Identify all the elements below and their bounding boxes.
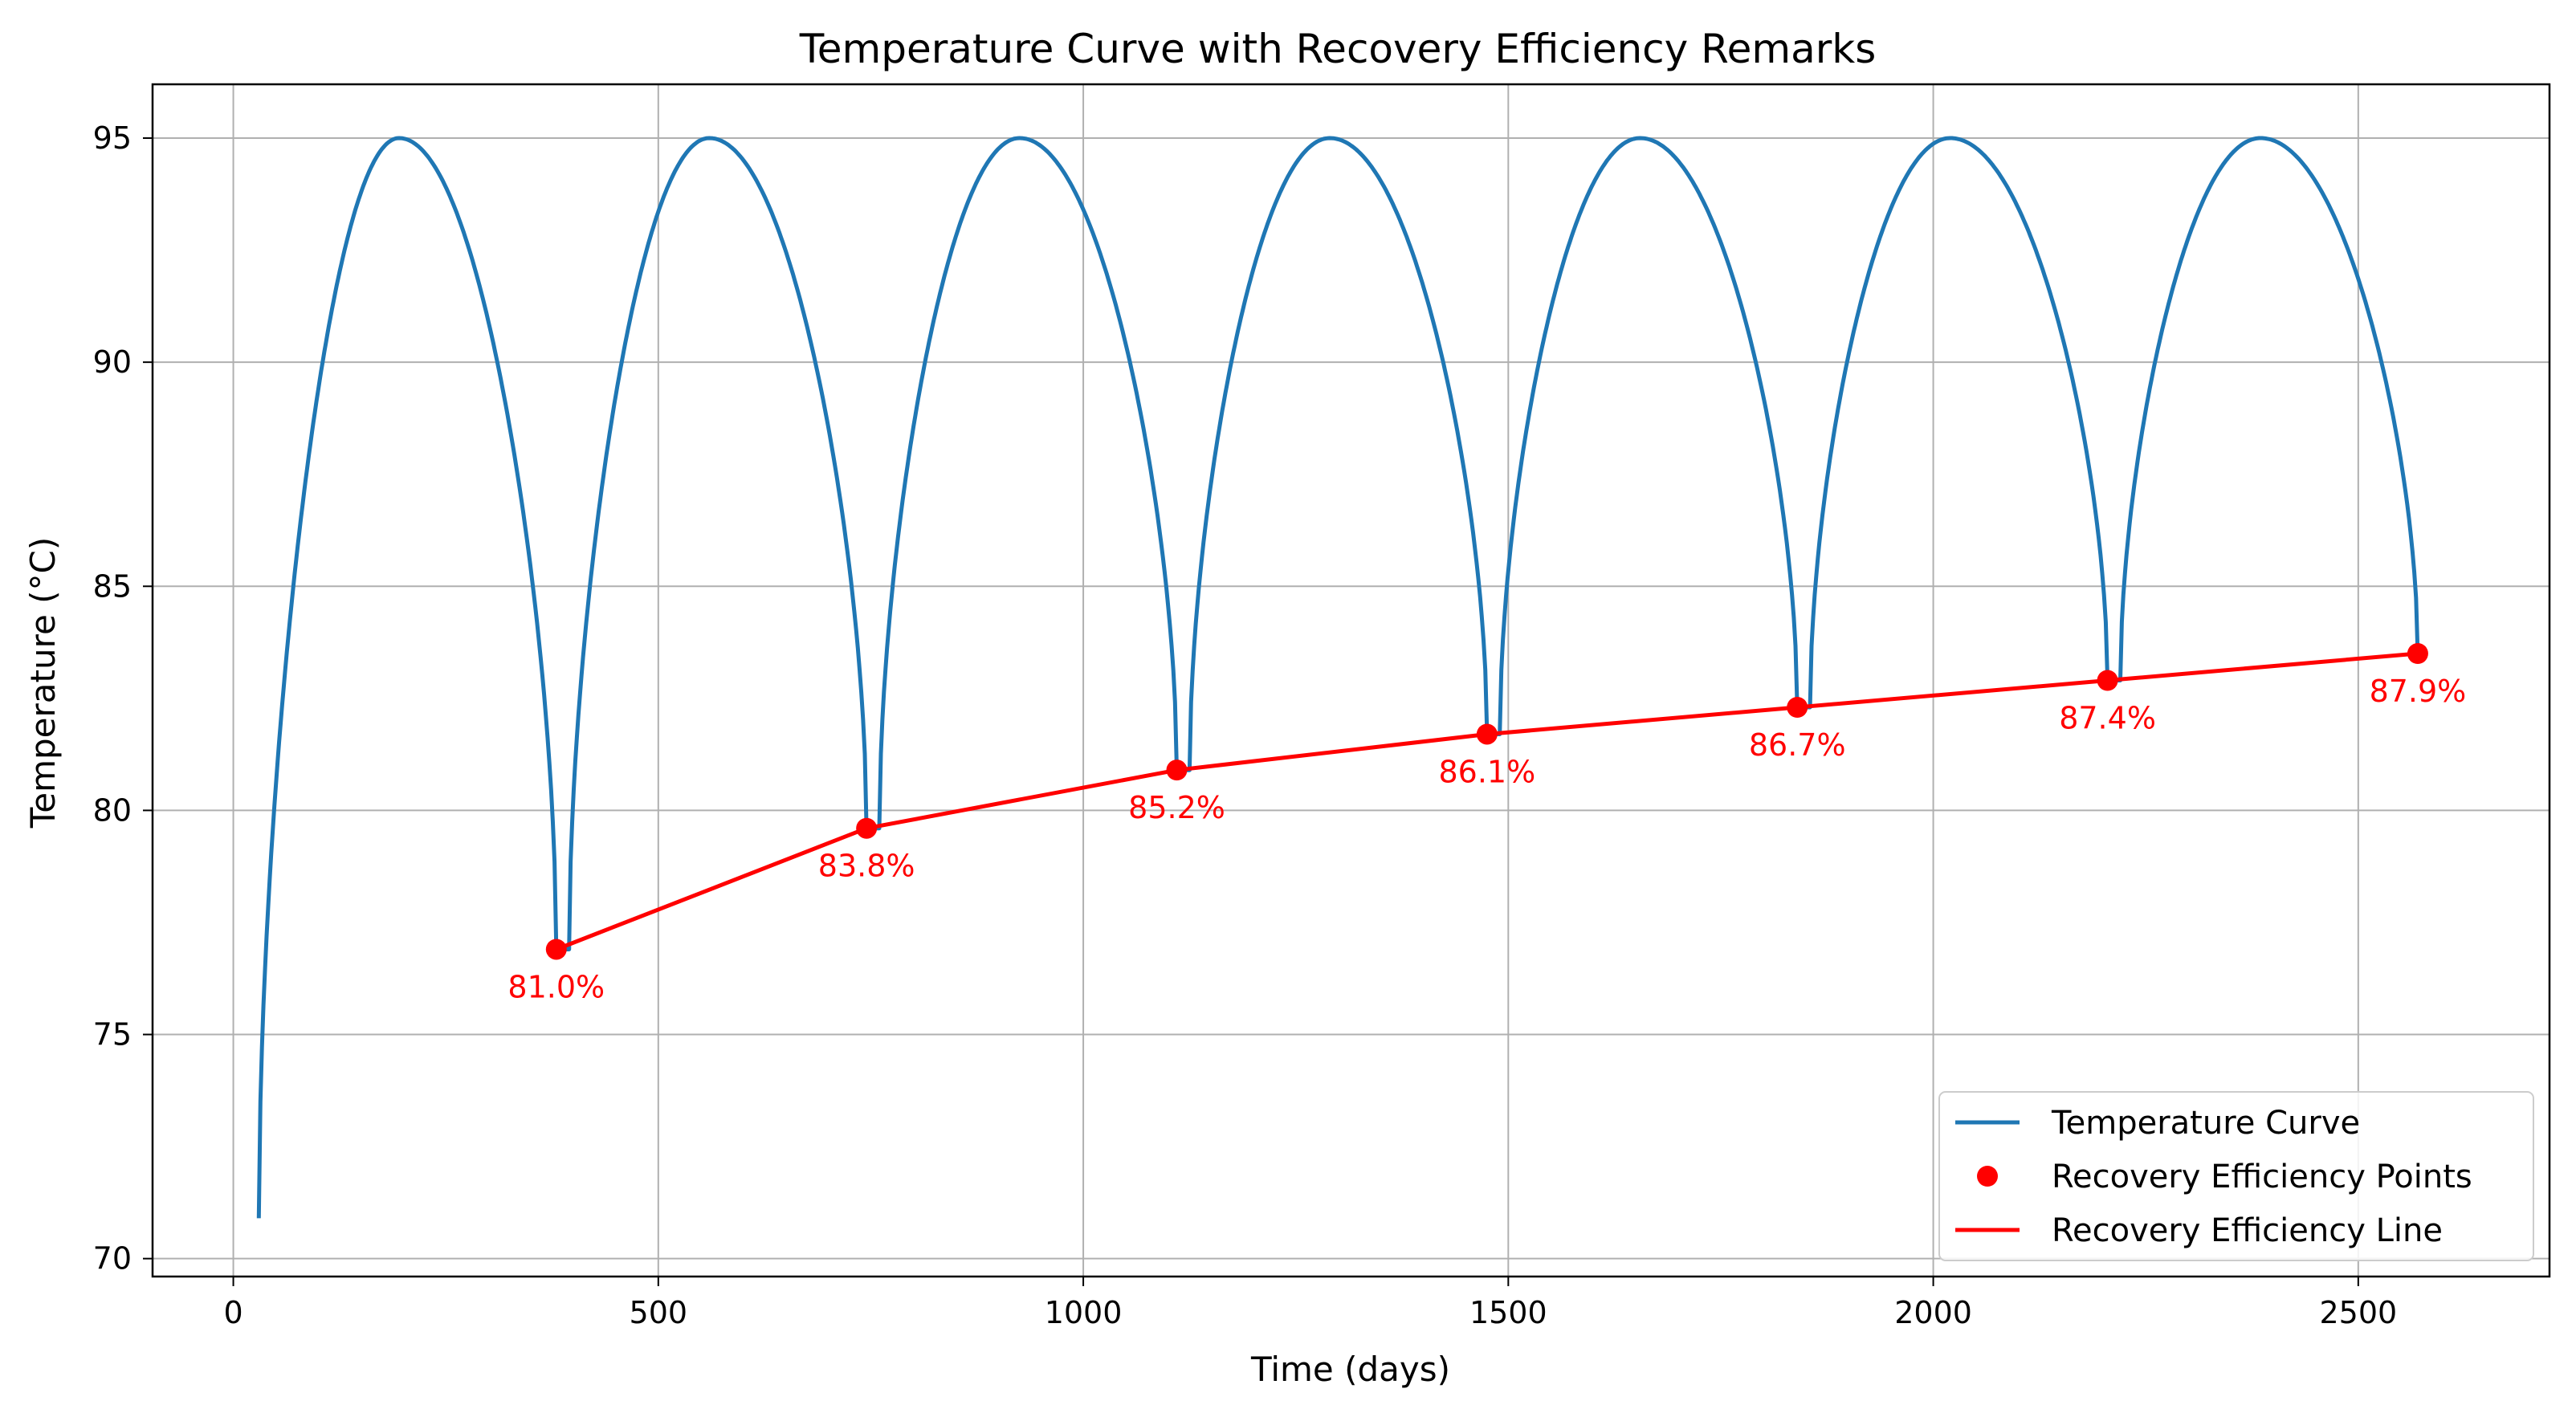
x-tick-label: 0 bbox=[223, 1295, 243, 1330]
x-tick-label: 2500 bbox=[2319, 1295, 2397, 1330]
x-axis-label: Time (days) bbox=[1250, 1350, 1450, 1389]
recovery-efficiency-point bbox=[545, 939, 567, 960]
recovery-efficiency-point bbox=[856, 817, 878, 839]
legend-temperature-label: Temperature Curve bbox=[2051, 1105, 2360, 1142]
recovery-efficiency-point bbox=[2097, 670, 2118, 691]
recovery-efficiency-point bbox=[2407, 643, 2428, 665]
recovery-efficiency-point bbox=[1476, 723, 1498, 745]
recovery-efficiency-label: 86.7% bbox=[1749, 727, 1846, 763]
recovery-efficiency-label: 83.8% bbox=[818, 849, 915, 884]
plot-frame bbox=[151, 83, 2551, 1278]
legend-line-label: Recovery Efficiency Line bbox=[2052, 1212, 2443, 1249]
y-tick-label: 80 bbox=[93, 792, 132, 828]
recovery-efficiency-label: 86.1% bbox=[1439, 754, 1536, 789]
x-tick-label: 1500 bbox=[1469, 1295, 1547, 1330]
y-tick-label: 90 bbox=[93, 344, 132, 380]
y-tick-label: 95 bbox=[93, 120, 132, 156]
recovery-efficiency-label: 81.0% bbox=[507, 969, 605, 1004]
x-tick-label: 1000 bbox=[1045, 1295, 1123, 1330]
legend-box bbox=[1938, 1091, 2534, 1261]
recovery-efficiency-point bbox=[1166, 759, 1188, 781]
legend: Temperature Curve Recovery Efficiency Poi… bbox=[1938, 1091, 2534, 1261]
data-layer: 81.0% 83.8% 85.2% 86.1% 86.7% 87.4% 87.9% bbox=[256, 136, 2467, 1219]
x-tick-label: 2000 bbox=[1894, 1295, 1972, 1330]
temperature-curve-line bbox=[256, 136, 2427, 1219]
y-axis-label: Temperature (°C) bbox=[23, 537, 63, 829]
chart-title: Temperature Curve with Recovery Efficien… bbox=[799, 26, 1877, 72]
legend-points-swatch bbox=[1977, 1166, 1998, 1187]
y-tick-label: 85 bbox=[93, 568, 132, 604]
recovery-efficiency-point bbox=[1787, 696, 1808, 718]
recovery-efficiency-label: 87.9% bbox=[2370, 674, 2467, 709]
x-tick-label: 500 bbox=[630, 1295, 688, 1330]
legend-points-label: Recovery Efficiency Points bbox=[2052, 1159, 2472, 1195]
tick-layer: 0 500 1000 1500 2000 2500 70 75 80 85 90 95 bbox=[93, 120, 2398, 1330]
y-tick-label: 75 bbox=[93, 1017, 132, 1053]
y-tick-label: 70 bbox=[93, 1241, 132, 1277]
recovery-efficiency-label: 85.2% bbox=[1128, 790, 1225, 825]
recovery-efficiency-label: 87.4% bbox=[2059, 701, 2156, 736]
